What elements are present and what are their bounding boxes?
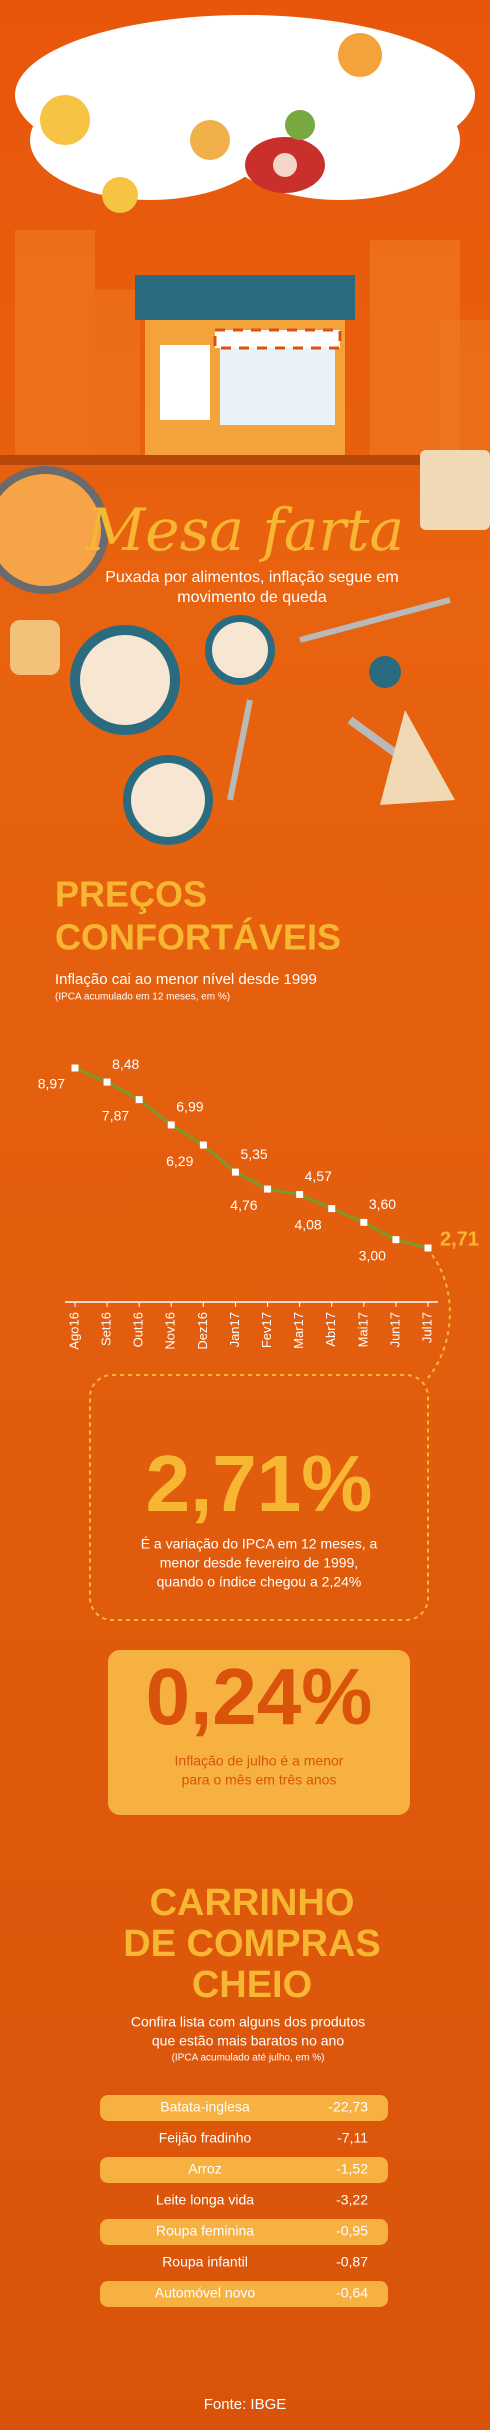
section-note: (IPCA acumulado até julho, em %) xyxy=(172,2053,325,2064)
x-tick-label: Mar17 xyxy=(291,1312,306,1349)
chart-title: PREÇOS xyxy=(55,874,207,915)
x-tick-label: Ago16 xyxy=(66,1312,81,1350)
value-label: 4,08 xyxy=(294,1216,321,1232)
data-point xyxy=(392,1236,400,1244)
section-title: DE COMPRAS xyxy=(123,1923,381,1965)
data-point xyxy=(231,1168,239,1176)
value-label: 6,29 xyxy=(166,1153,193,1169)
value-label: 8,48 xyxy=(112,1056,139,1072)
chart-subtitle: Inflação cai ao menor nível desde 1999 xyxy=(55,971,317,988)
data-point xyxy=(71,1064,79,1072)
x-tick-label: Abr17 xyxy=(323,1312,338,1347)
value-label: 5,35 xyxy=(240,1146,267,1162)
chart-title: CONFORTÁVEIS xyxy=(55,917,341,958)
highlight-text: quando o índice chegou a 2,24% xyxy=(157,1574,362,1590)
chart-note: (IPCA acumulado em 12 meses, em %) xyxy=(55,992,230,1003)
section-subtitle: que estão mais baratos no ano xyxy=(152,2033,344,2049)
product-name: Batata-inglesa xyxy=(160,2099,250,2115)
subtitle: Puxada por alimentos, inflação segue em xyxy=(105,569,399,586)
highlight-box xyxy=(108,1650,410,1815)
product-value: -1,52 xyxy=(336,2161,368,2177)
x-tick-label: Jul17 xyxy=(419,1312,434,1343)
product-name: Roupa infantil xyxy=(162,2254,248,2270)
data-point xyxy=(264,1185,272,1193)
data-point xyxy=(328,1205,336,1213)
highlight-value: 2,71% xyxy=(146,1439,373,1528)
highlight-text: É a variação do IPCA em 12 meses, a xyxy=(141,1536,378,1552)
row-highlight xyxy=(100,2219,388,2245)
data-point xyxy=(167,1121,175,1129)
highlight-text: Inflação de julho é a menor xyxy=(175,1753,344,1769)
value-label: 2,71 xyxy=(440,1228,479,1250)
x-tick-label: Dez16 xyxy=(195,1312,210,1350)
data-point xyxy=(424,1244,432,1252)
value-label: 3,00 xyxy=(359,1247,386,1263)
x-tick-label: Nov16 xyxy=(163,1312,178,1350)
title: Mesa farta xyxy=(85,496,404,564)
highlight-value: 0,24% xyxy=(146,1652,373,1741)
row-highlight xyxy=(100,2281,388,2307)
x-tick-label: Jun17 xyxy=(387,1312,402,1347)
x-tick-label: Mai17 xyxy=(355,1312,370,1347)
row-highlight xyxy=(100,2157,388,2183)
data-point xyxy=(199,1141,207,1149)
section-title: CARRINHO xyxy=(150,1882,355,1924)
illustration xyxy=(0,15,490,845)
highlight-frame xyxy=(89,1374,429,1621)
product-value: -0,64 xyxy=(336,2285,368,2301)
data-line xyxy=(74,1066,429,1250)
x-tick-label: Set16 xyxy=(99,1312,114,1346)
value-label: 3,60 xyxy=(369,1196,396,1212)
product-name: Arroz xyxy=(188,2161,221,2177)
section-subtitle: Confira lista com alguns dos produtos xyxy=(131,2014,365,2030)
source: Fonte: IBGE xyxy=(204,2396,287,2413)
value-label: 7,87 xyxy=(102,1107,129,1123)
x-tick-label: Fev17 xyxy=(259,1312,274,1348)
data-point xyxy=(103,1078,111,1086)
highlight-text: para o mês em três anos xyxy=(182,1772,337,1788)
value-label: 8,97 xyxy=(38,1076,65,1092)
value-label: 4,57 xyxy=(305,1168,332,1184)
row-highlight xyxy=(100,2095,388,2121)
data-point xyxy=(360,1218,368,1226)
connector xyxy=(427,1254,451,1379)
product-value: -7,11 xyxy=(337,2130,368,2146)
highlight-text: menor desde fevereiro de 1999, xyxy=(160,1555,358,1571)
product-value: -0,95 xyxy=(336,2223,368,2239)
data-point xyxy=(296,1191,304,1199)
subtitle: movimento de queda xyxy=(177,589,327,606)
value-label: 6,99 xyxy=(176,1099,203,1115)
x-tick-label: Jan17 xyxy=(227,1312,242,1347)
product-name: Roupa feminina xyxy=(156,2223,254,2239)
product-value: -0,87 xyxy=(336,2254,368,2270)
section-title: CHEIO xyxy=(192,1964,312,2006)
product-list: Batata-inglesa -22,73 Feijão fradinho -7,11… xyxy=(100,2095,388,2307)
x-tick-label: Out16 xyxy=(131,1312,146,1347)
product-name: Automóvel novo xyxy=(155,2285,256,2301)
product-name: Leite longa vida xyxy=(156,2192,254,2208)
value-label: 4,76 xyxy=(230,1197,257,1213)
product-value: -22,73 xyxy=(328,2099,368,2115)
line-chart: Ago16 Set16 Out16 Nov16 Dez16 Jan17 Fev17 Mar17… xyxy=(38,1056,479,1350)
product-value: -3,22 xyxy=(336,2192,368,2208)
data-point xyxy=(135,1096,143,1104)
product-name: Feijão fradinho xyxy=(159,2130,252,2146)
